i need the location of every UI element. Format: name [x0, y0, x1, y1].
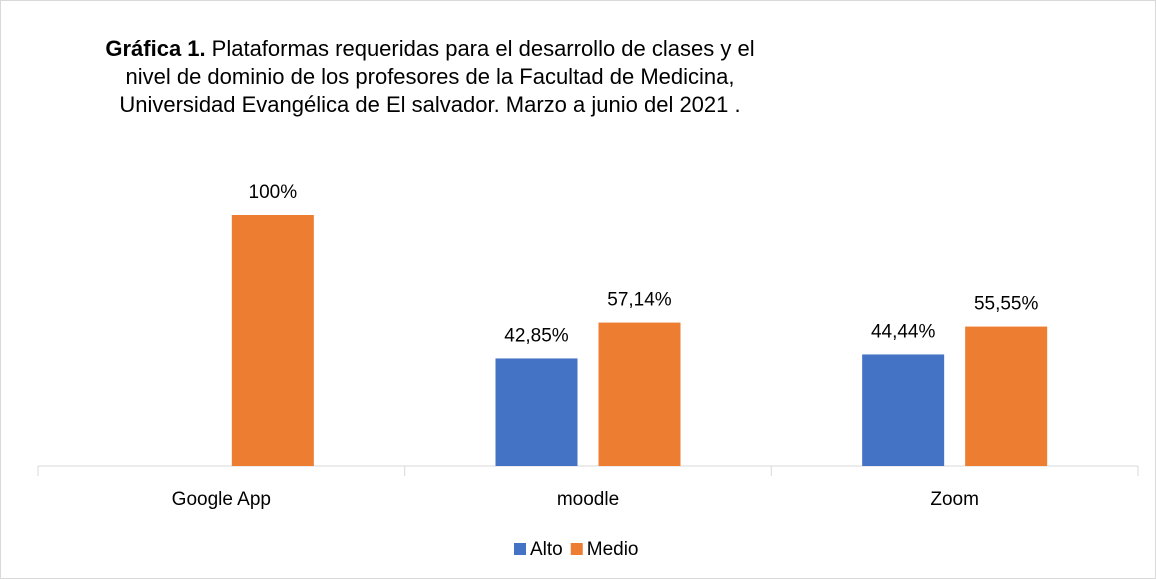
chart-title-bold: Gráfica 1. — [105, 36, 205, 61]
legend-label: Medio — [587, 539, 639, 560]
bar — [598, 322, 681, 466]
bar — [495, 358, 578, 466]
legend-label: Alto — [530, 539, 563, 560]
bar — [965, 326, 1048, 466]
data-label: 57,14% — [607, 290, 672, 311]
chart-title: nivel de dominio de los profesores de la… — [125, 64, 734, 89]
x-tick-label: Zoom — [930, 489, 979, 510]
data-label: 44,44% — [871, 321, 936, 342]
legend-swatch — [514, 543, 526, 555]
bar — [231, 215, 314, 466]
data-label: 42,85% — [504, 325, 569, 346]
x-tick-label: Google App — [172, 489, 271, 510]
legend-swatch — [570, 543, 583, 555]
data-label: 100% — [249, 182, 298, 203]
x-tick-label: moodle — [557, 489, 619, 510]
chart-title: Universidad Evangélica de El salvador. M… — [119, 92, 740, 117]
bar — [862, 354, 945, 466]
data-label: 55,55% — [974, 294, 1039, 315]
chart-title-line: Plataformas requeridas para el desarroll… — [212, 36, 755, 61]
chart-title: Gráfica 1. Plataformas requeridas para el… — [105, 36, 754, 61]
